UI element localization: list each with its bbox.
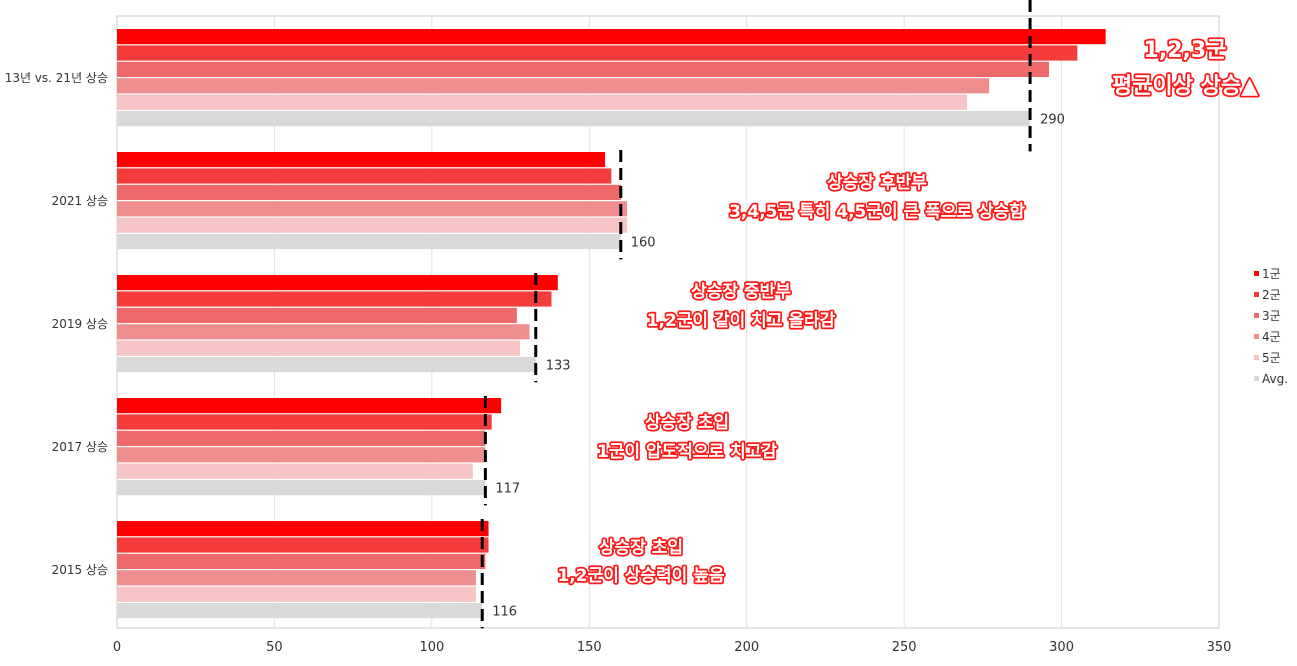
bar [117, 184, 621, 200]
legend-swatch [1254, 292, 1259, 297]
annotation-text: 평균이상 상승▲ [1112, 74, 1258, 99]
data-label: 116 [492, 605, 517, 620]
bar [117, 291, 552, 307]
bar [117, 275, 558, 291]
annotation-text: 상승장 중반부 [691, 282, 791, 302]
x-tick-label: 0 [113, 640, 121, 655]
bar [117, 521, 489, 537]
bar [117, 61, 1049, 77]
legend-swatch [1254, 355, 1259, 360]
bar [117, 430, 486, 446]
bar [117, 78, 990, 94]
legend-label: 4군 [1262, 330, 1281, 344]
bar [117, 357, 536, 373]
category-label: 2015 상승 [52, 563, 108, 577]
x-tick-label: 350 [1207, 640, 1232, 655]
data-label: 160 [631, 236, 656, 251]
category-label: 2017 상승 [52, 440, 108, 454]
bar [117, 537, 489, 553]
legend-label: 5군 [1262, 351, 1281, 365]
x-tick-label: 200 [734, 640, 759, 655]
bar [117, 45, 1078, 61]
bar [117, 570, 476, 586]
legend-swatch [1254, 271, 1259, 276]
annotation-text: 상승장 초입 [645, 413, 729, 433]
bar [117, 553, 486, 569]
category-label: 13년 vs. 21년 상승 [5, 71, 108, 85]
x-tick-label: 300 [1049, 640, 1074, 655]
x-tick-label: 100 [419, 640, 444, 655]
legend-swatch [1254, 313, 1259, 318]
bar [117, 603, 483, 619]
annotation-text: 3,4,5군 특히 4,5군이 큰 폭으로 상승함 [729, 201, 1025, 222]
x-tick-label: 50 [266, 640, 283, 655]
bar [117, 480, 486, 496]
bar [117, 234, 621, 250]
data-label: 133 [546, 359, 571, 374]
bar [117, 307, 517, 323]
bar [117, 340, 521, 356]
bar [117, 94, 968, 110]
bar [117, 201, 628, 217]
legend-label: 2군 [1262, 288, 1281, 302]
annotation-text: 1,2군이 같이 치고 올라감 [647, 311, 836, 331]
data-label: 117 [495, 482, 520, 497]
x-tick-label: 250 [892, 640, 917, 655]
annotation-text: 상승장 후반부 [827, 172, 927, 193]
legend-swatch [1254, 376, 1259, 381]
bar [117, 447, 486, 463]
bar [117, 111, 1031, 127]
bar [117, 586, 476, 602]
bar [117, 29, 1106, 45]
bar [117, 217, 628, 233]
legend-swatch [1254, 334, 1259, 339]
legend-label: Avg. [1262, 372, 1288, 386]
annotation-text: 1군이 압도적으로 치고감 [597, 441, 777, 462]
category-label: 2021 상승 [52, 194, 108, 208]
category-label: 2019 상승 [52, 317, 108, 331]
annotation-text: 1,2군이 상승력이 높음 [557, 566, 724, 586]
bar [117, 324, 530, 340]
bar [117, 463, 473, 479]
bar [117, 398, 502, 414]
bar [117, 168, 612, 184]
annotation-text: 상승장 초입 [599, 538, 683, 558]
annotation-text: 1,2,3군 [1144, 38, 1227, 63]
legend-label: 1군 [1262, 267, 1281, 281]
x-tick-label: 150 [577, 640, 602, 655]
bar [117, 414, 492, 430]
data-label: 290 [1040, 113, 1065, 128]
bar [117, 152, 606, 168]
legend-label: 3군 [1262, 309, 1281, 323]
